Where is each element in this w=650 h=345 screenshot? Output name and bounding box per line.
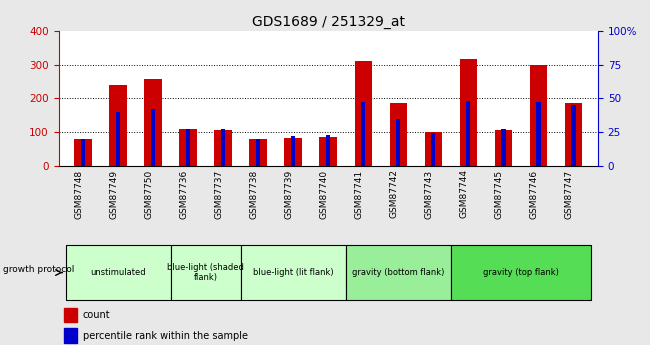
Bar: [536, 102, 541, 166]
Bar: [221, 129, 226, 166]
Bar: [326, 135, 330, 166]
Bar: [214, 130, 232, 166]
Text: GSM87745: GSM87745: [495, 169, 503, 218]
Text: GSM87746: GSM87746: [530, 169, 538, 218]
Bar: [74, 139, 92, 166]
Bar: [530, 65, 547, 166]
Text: GSM87750: GSM87750: [144, 169, 153, 219]
Bar: [179, 129, 197, 166]
Bar: [565, 104, 582, 166]
Text: GSM87736: GSM87736: [179, 169, 188, 219]
Text: growth protocol: growth protocol: [3, 265, 75, 274]
Bar: [495, 130, 512, 166]
Text: GSM87741: GSM87741: [354, 169, 363, 218]
Bar: [205, 31, 240, 166]
Bar: [250, 139, 267, 166]
Text: gravity (bottom flank): gravity (bottom flank): [352, 268, 445, 277]
Bar: [361, 102, 365, 166]
Bar: [240, 245, 346, 300]
Text: GSM87743: GSM87743: [424, 169, 434, 218]
Text: GSM87749: GSM87749: [109, 169, 118, 218]
Bar: [486, 31, 521, 166]
Bar: [151, 109, 155, 166]
Text: GSM87747: GSM87747: [564, 169, 573, 218]
Bar: [291, 136, 295, 166]
Bar: [460, 59, 477, 166]
Text: percentile rank within the sample: percentile rank within the sample: [83, 331, 248, 341]
Text: GSM87738: GSM87738: [249, 169, 258, 219]
Bar: [311, 31, 346, 166]
Bar: [381, 31, 416, 166]
Bar: [64, 308, 77, 322]
Bar: [81, 139, 85, 166]
Text: GSM87744: GSM87744: [460, 169, 469, 218]
Text: GSM87740: GSM87740: [319, 169, 328, 218]
Bar: [556, 31, 591, 166]
Bar: [136, 31, 170, 166]
Bar: [416, 31, 451, 166]
Bar: [109, 85, 127, 166]
Bar: [466, 101, 471, 166]
Text: count: count: [83, 310, 110, 320]
Bar: [186, 129, 190, 166]
Bar: [431, 133, 436, 166]
Bar: [66, 31, 101, 166]
Text: GSM87737: GSM87737: [214, 169, 223, 219]
Text: GSM87739: GSM87739: [284, 169, 293, 219]
Bar: [320, 137, 337, 166]
Text: GSM87748: GSM87748: [74, 169, 83, 218]
Bar: [276, 31, 311, 166]
Bar: [501, 129, 506, 166]
Bar: [170, 31, 205, 166]
Text: unstimulated: unstimulated: [90, 268, 146, 277]
Bar: [346, 245, 451, 300]
Bar: [451, 245, 591, 300]
Bar: [64, 328, 77, 343]
Bar: [346, 31, 381, 166]
Bar: [451, 31, 486, 166]
Text: GSM87742: GSM87742: [389, 169, 398, 218]
Text: gravity (top flank): gravity (top flank): [483, 268, 559, 277]
Bar: [571, 105, 576, 166]
Bar: [354, 61, 372, 166]
Bar: [256, 139, 260, 166]
Bar: [240, 31, 276, 166]
Bar: [521, 31, 556, 166]
Bar: [66, 245, 170, 300]
Bar: [285, 138, 302, 166]
Bar: [389, 104, 407, 166]
Title: GDS1689 / 251329_at: GDS1689 / 251329_at: [252, 14, 405, 29]
Bar: [144, 79, 162, 166]
Bar: [116, 112, 120, 166]
Bar: [101, 31, 136, 166]
Text: blue-light (shaded
flank): blue-light (shaded flank): [167, 263, 244, 282]
Bar: [424, 132, 442, 166]
Text: blue-light (lit flank): blue-light (lit flank): [253, 268, 333, 277]
Bar: [170, 245, 240, 300]
Bar: [396, 119, 400, 166]
